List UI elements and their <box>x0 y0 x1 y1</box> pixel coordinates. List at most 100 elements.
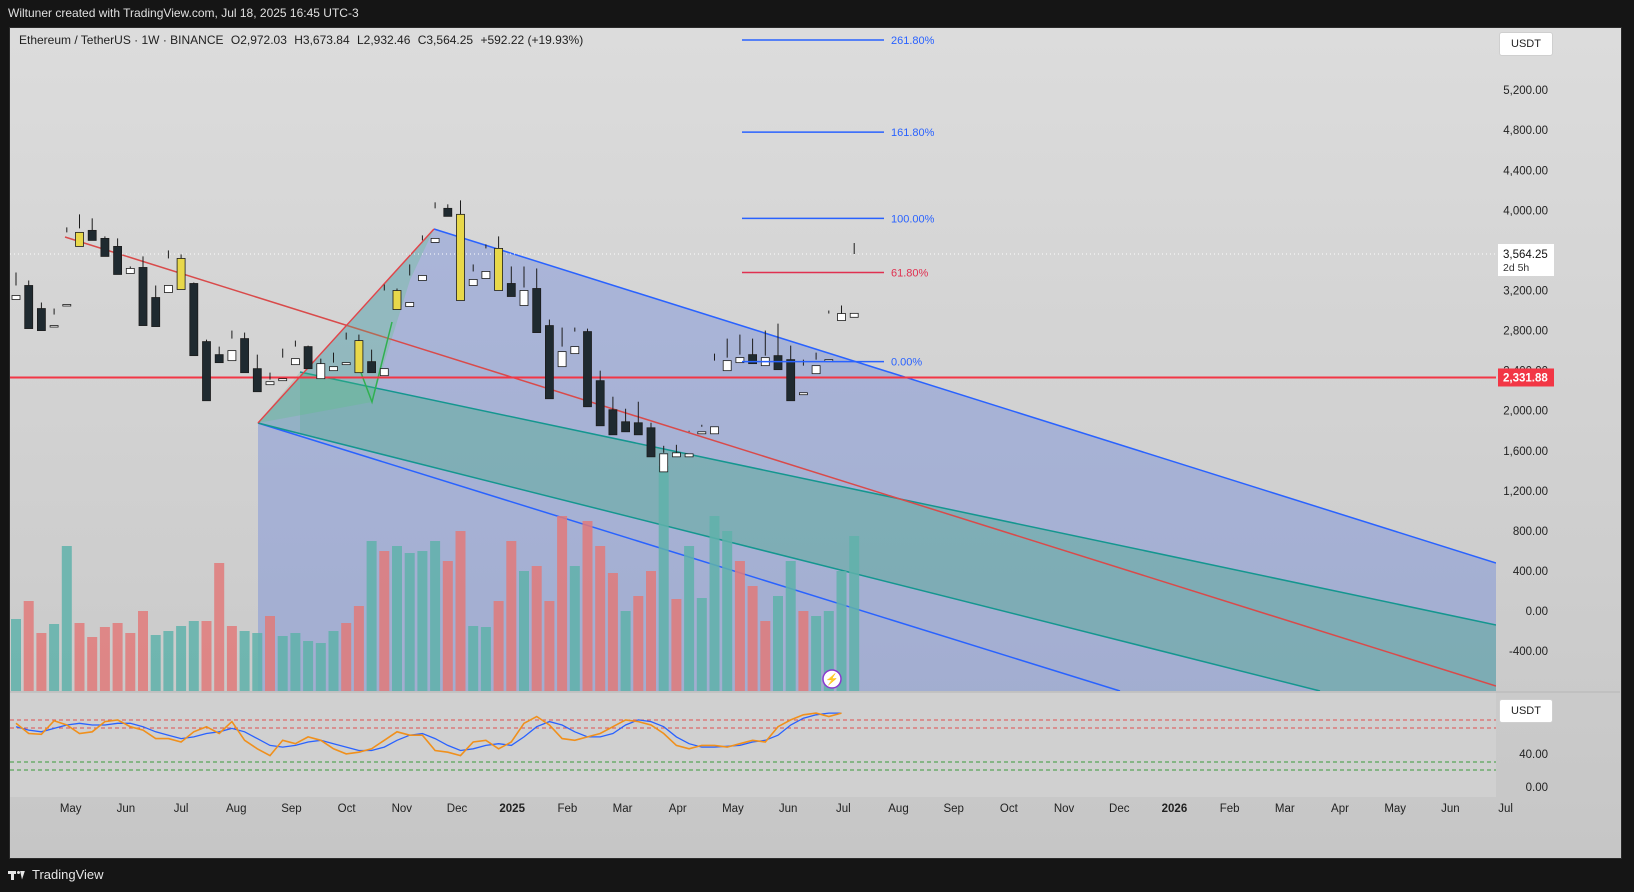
volume-bar <box>671 599 682 691</box>
tradingview-icon <box>8 870 26 880</box>
candle-body <box>151 297 161 327</box>
time-tick: Feb <box>1220 803 1240 815</box>
candle-body <box>379 368 389 377</box>
volume-bar <box>519 571 529 691</box>
osc-background <box>10 692 1496 797</box>
fib-label: 0.00% <box>891 357 922 369</box>
candle-body <box>545 325 554 400</box>
currency-button-main[interactable]: USDT <box>1499 32 1553 56</box>
ohlc-change: +592.22 (+19.93%) <box>480 33 584 47</box>
rise-fill <box>258 229 434 423</box>
volume-bar <box>265 616 275 691</box>
volume-bar <box>646 571 656 691</box>
time-tick: Nov <box>392 803 413 815</box>
ohlc-close: C3,564.25 <box>417 33 474 47</box>
time-tick: Apr <box>1331 803 1349 815</box>
candle-body <box>799 392 808 396</box>
candle-body <box>227 350 237 362</box>
volume-bar <box>404 553 415 691</box>
volume-bar <box>773 596 783 691</box>
price-tick: 800.00 <box>1513 526 1548 538</box>
volume-bar <box>531 566 542 691</box>
stochastic-rsi-pane[interactable]: 40.00 0.00 <box>10 691 1620 797</box>
candle-body <box>748 354 757 365</box>
candle-body <box>672 452 681 458</box>
candle-body <box>316 363 326 380</box>
price-tick: 2,800.00 <box>1503 326 1548 338</box>
ohlc-low: L2,932.46 <box>356 33 411 47</box>
candle-body <box>113 246 122 275</box>
time-tick: Sep <box>943 803 963 815</box>
volume-bar <box>214 563 225 691</box>
volume-bar <box>430 541 441 691</box>
tradingview-logo[interactable]: TradingView <box>8 867 104 882</box>
time-tick: May <box>60 803 82 815</box>
candle-body <box>278 378 288 382</box>
stoch-k-line <box>15 712 842 757</box>
time-tick: Sep <box>281 803 301 815</box>
candle-body <box>100 237 110 257</box>
candle-body <box>138 267 148 326</box>
candle-body <box>240 338 250 374</box>
volume-bar <box>811 616 822 691</box>
fibonacci-levels[interactable]: 161.80% 100.00% 61.80% 0.00% 261.80% <box>742 35 935 369</box>
volume-bar <box>493 601 504 691</box>
price-axis[interactable]: 5,600.005,200.004,800.004,400.004,000.00… <box>1503 45 1548 658</box>
time-tick: 2025 <box>499 803 525 815</box>
volume-bar <box>569 566 580 691</box>
channel-inner-lower-line <box>257 422 1321 691</box>
fib-label: 161.80% <box>891 127 935 139</box>
candle-body <box>633 422 643 436</box>
price-tick: -400.00 <box>1509 646 1548 658</box>
volume-bar <box>417 551 428 691</box>
volume-bar <box>620 611 631 691</box>
currency-button-osc[interactable]: USDT <box>1499 699 1553 723</box>
candle-body <box>849 312 859 318</box>
time-axis[interactable]: May Jun Jul Aug Sep Oct Nov Dec 2025 Feb Mar Apr May… <box>60 803 1513 815</box>
symbol-legend[interactable]: Ethereum / TetherUS · 1W · BINANCE O2,97… <box>19 33 587 47</box>
candle-body <box>710 426 719 435</box>
ohlc-open: O2,972.03 <box>230 33 287 47</box>
candle-body <box>290 358 300 366</box>
time-tick: Oct <box>338 803 357 815</box>
candle-body <box>354 340 364 374</box>
volume-bar <box>11 619 21 691</box>
support-badge <box>1498 368 1554 387</box>
volume-bar <box>747 586 758 691</box>
price-tick: 4,400.00 <box>1503 165 1548 177</box>
price-tick: 0.00 <box>1526 606 1548 618</box>
time-tick: Oct <box>1000 803 1019 815</box>
stoch-d-line <box>15 712 842 752</box>
volume-bar <box>468 626 479 691</box>
volume-bar <box>455 531 466 691</box>
volume-bar <box>188 621 199 691</box>
current-price-label: 3,564.25 <box>1503 249 1548 261</box>
volume-bar <box>353 606 364 691</box>
price-tick: 400.00 <box>1513 566 1548 578</box>
volume-bar <box>734 561 745 691</box>
candle-body <box>75 231 84 247</box>
time-tick: Nov <box>1054 803 1075 815</box>
fib-label: 100.00% <box>891 213 935 225</box>
support-label: 2,331.88 <box>1503 372 1548 384</box>
volume-bar <box>163 631 174 691</box>
volume-bar <box>252 633 263 691</box>
volume-bar <box>226 626 237 691</box>
osc-tick: 40.00 <box>1519 749 1548 761</box>
volume-bar <box>74 623 85 691</box>
volume-bar <box>392 546 402 691</box>
price-tick: 3,200.00 <box>1503 286 1548 298</box>
volume-bar <box>722 531 733 691</box>
candle-body <box>811 365 821 375</box>
volume-bar <box>582 521 593 691</box>
volume-bar <box>176 626 187 691</box>
regression-channel[interactable] <box>64 228 1496 892</box>
osc-lines <box>15 712 842 757</box>
volume-bar <box>823 611 834 691</box>
fib-label: 261.80% <box>891 35 935 47</box>
time-tick: 2026 <box>1162 803 1188 815</box>
candle-body <box>583 331 592 408</box>
channel-fill-outer <box>258 229 1496 691</box>
